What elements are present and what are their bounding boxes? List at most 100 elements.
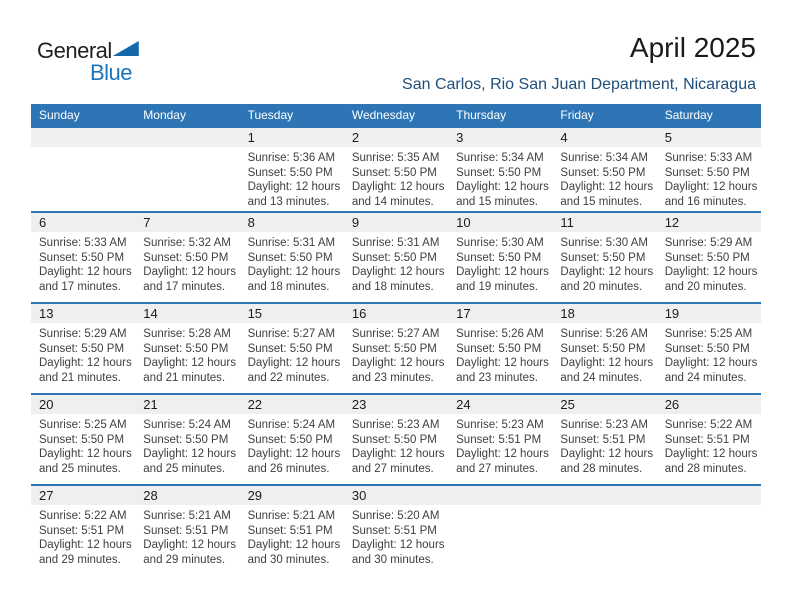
- day-details: Sunrise: 5:26 AM Sunset: 5:50 PM Daylight:…: [552, 323, 656, 385]
- daylight-line2: and 25 minutes.: [39, 462, 121, 475]
- day-cell-7: 7 Sunrise: 5:32 AM Sunset: 5:50 PM Daylight…: [135, 213, 240, 302]
- daylight-line1: Daylight: 12 hours: [560, 181, 654, 193]
- daylight-line2: and 17 minutes.: [143, 280, 226, 293]
- day-details: Sunrise: 5:27 AM Sunset: 5:50 PM Daylight:…: [240, 323, 344, 385]
- day-header-thursday: Thursday: [456, 108, 507, 122]
- day-number-empty: [31, 128, 136, 147]
- sunset-text: Sunset: 5:50 PM: [39, 433, 125, 446]
- day-cell-1: 1 Sunrise: 5:36 AM Sunset: 5:50 PM Daylight…: [239, 128, 344, 211]
- empty-cell: [552, 486, 657, 575]
- daylight-line1: Daylight: 12 hours: [247, 448, 341, 460]
- day-number-empty: [448, 486, 553, 505]
- day-cell-5: 5 Sunrise: 5:33 AM Sunset: 5:50 PM Daylight…: [656, 128, 761, 211]
- day-details: Sunrise: 5:29 AM Sunset: 5:50 PM Daylight:…: [657, 232, 761, 294]
- day-details: Sunrise: 5:30 AM Sunset: 5:50 PM Daylight:…: [552, 232, 656, 294]
- calendar-grid: 1 Sunrise: 5:36 AM Sunset: 5:50 PM Daylight…: [31, 126, 761, 575]
- day-cell-9: 9 Sunrise: 5:31 AM Sunset: 5:50 PM Daylight…: [343, 213, 449, 302]
- day-number: 26: [656, 395, 761, 414]
- day-number: 15: [239, 304, 344, 323]
- day-cell-25: 25 Sunrise: 5:23 AM Sunset: 5:51 PM Dayligh…: [552, 395, 657, 484]
- sunrise-text: Sunrise: 5:20 AM: [351, 510, 440, 522]
- daylight-line1: Daylight: 12 hours: [664, 181, 758, 193]
- day-number: 8: [239, 213, 344, 232]
- day-cell-8: 8 Sunrise: 5:31 AM Sunset: 5:50 PM Daylight…: [239, 213, 344, 302]
- sunset-text: Sunset: 5:50 PM: [39, 342, 125, 355]
- daylight-line1: Daylight: 12 hours: [560, 357, 654, 369]
- sunrise-text: Sunrise: 5:22 AM: [664, 419, 753, 431]
- page-title: April 2025: [629, 32, 756, 63]
- daylight-line2: and 15 minutes.: [456, 195, 538, 208]
- sunrise-text: Sunrise: 5:23 AM: [351, 419, 440, 431]
- day-details: Sunrise: 5:28 AM Sunset: 5:50 PM Daylight:…: [135, 323, 239, 385]
- sunrise-text: Sunrise: 5:25 AM: [664, 328, 753, 340]
- day-cell-14: 14 Sunrise: 5:28 AM Sunset: 5:50 PM Dayligh…: [135, 304, 240, 393]
- day-number: 24: [448, 395, 553, 414]
- sunset-text: Sunset: 5:51 PM: [247, 524, 333, 537]
- daylight-line2: and 28 minutes.: [560, 462, 643, 475]
- day-number: 5: [656, 128, 761, 147]
- day-cell-19: 19 Sunrise: 5:25 AM Sunset: 5:50 PM Dayligh…: [656, 304, 761, 393]
- sunset-text: Sunset: 5:50 PM: [560, 342, 646, 355]
- day-cell-6: 6 Sunrise: 5:33 AM Sunset: 5:50 PM Daylight…: [31, 213, 136, 302]
- day-details: Sunrise: 5:25 AM Sunset: 5:50 PM Daylight:…: [657, 323, 761, 385]
- day-details: Sunrise: 5:34 AM Sunset: 5:50 PM Daylight:…: [552, 147, 656, 209]
- day-number: 20: [31, 395, 136, 414]
- day-number: 6: [31, 213, 136, 232]
- sunrise-text: Sunrise: 5:21 AM: [247, 510, 336, 522]
- day-details: Sunrise: 5:23 AM Sunset: 5:51 PM Daylight:…: [552, 414, 656, 476]
- day-header-wednesday: Wednesday: [351, 108, 415, 122]
- day-cell-22: 22 Sunrise: 5:24 AM Sunset: 5:50 PM Dayligh…: [239, 395, 344, 484]
- daylight-line1: Daylight: 12 hours: [247, 539, 341, 551]
- day-cell-18: 18 Sunrise: 5:26 AM Sunset: 5:50 PM Dayligh…: [552, 304, 657, 393]
- sunrise-text: Sunrise: 5:30 AM: [560, 237, 648, 249]
- daylight-line2: and 16 minutes.: [664, 195, 747, 208]
- daylight-line2: and 30 minutes.: [247, 553, 330, 566]
- empty-cell: [31, 128, 136, 211]
- daylight-line1: Daylight: 12 hours: [351, 448, 445, 460]
- day-details: Sunrise: 5:22 AM Sunset: 5:51 PM Daylight:…: [31, 505, 135, 567]
- sunset-text: Sunset: 5:50 PM: [456, 342, 542, 355]
- daylight-line2: and 25 minutes.: [143, 462, 226, 475]
- day-number: 28: [135, 486, 240, 505]
- empty-cell: [656, 486, 761, 575]
- sunrise-text: Sunrise: 5:27 AM: [351, 328, 440, 340]
- day-details: Sunrise: 5:30 AM Sunset: 5:50 PM Daylight:…: [448, 232, 552, 294]
- empty-cell: [448, 486, 553, 575]
- daylight-line1: Daylight: 12 hours: [664, 357, 758, 369]
- daylight-line1: Daylight: 12 hours: [560, 448, 654, 460]
- daylight-line2: and 21 minutes.: [39, 371, 121, 384]
- day-header-friday: Friday: [560, 108, 594, 122]
- day-number: 27: [31, 486, 136, 505]
- day-number: 30: [343, 486, 449, 505]
- day-details: Sunrise: 5:29 AM Sunset: 5:50 PM Daylight:…: [31, 323, 135, 385]
- day-details: Sunrise: 5:27 AM Sunset: 5:50 PM Daylight:…: [344, 323, 448, 385]
- logo-text-general: General: [37, 38, 112, 63]
- daylight-line1: Daylight: 12 hours: [456, 181, 549, 193]
- day-number: 2: [343, 128, 449, 147]
- daylight-line2: and 30 minutes.: [351, 553, 434, 566]
- sunrise-text: Sunrise: 5:33 AM: [664, 152, 753, 164]
- day-details: Sunrise: 5:33 AM Sunset: 5:50 PM Daylight:…: [657, 147, 761, 209]
- daylight-line2: and 27 minutes.: [456, 462, 538, 475]
- day-number: 18: [552, 304, 657, 323]
- sunrise-text: Sunrise: 5:27 AM: [247, 328, 336, 340]
- week-row-4: 20 Sunrise: 5:25 AM Sunset: 5:50 PM Dayligh…: [31, 393, 761, 484]
- day-number: 29: [239, 486, 344, 505]
- day-number: 25: [552, 395, 657, 414]
- sunset-text: Sunset: 5:50 PM: [351, 166, 437, 179]
- day-details: Sunrise: 5:31 AM Sunset: 5:50 PM Daylight:…: [240, 232, 344, 294]
- sunrise-text: Sunrise: 5:35 AM: [351, 152, 440, 164]
- day-details: Sunrise: 5:34 AM Sunset: 5:50 PM Daylight:…: [448, 147, 552, 209]
- daylight-line1: Daylight: 12 hours: [456, 266, 549, 278]
- day-details: Sunrise: 5:33 AM Sunset: 5:50 PM Daylight:…: [31, 232, 135, 294]
- day-cell-10: 10 Sunrise: 5:30 AM Sunset: 5:50 PM Dayligh…: [448, 213, 553, 302]
- sunset-text: Sunset: 5:50 PM: [664, 251, 750, 264]
- day-header-monday: Monday: [143, 108, 186, 122]
- week-row-1: 1 Sunrise: 5:36 AM Sunset: 5:50 PM Daylight…: [31, 126, 761, 211]
- daylight-line2: and 18 minutes.: [351, 280, 434, 293]
- sunrise-text: Sunrise: 5:34 AM: [560, 152, 648, 164]
- sunset-text: Sunset: 5:50 PM: [664, 342, 750, 355]
- sunset-text: Sunset: 5:51 PM: [39, 524, 125, 537]
- day-number: 9: [343, 213, 449, 232]
- sunset-text: Sunset: 5:51 PM: [351, 524, 437, 537]
